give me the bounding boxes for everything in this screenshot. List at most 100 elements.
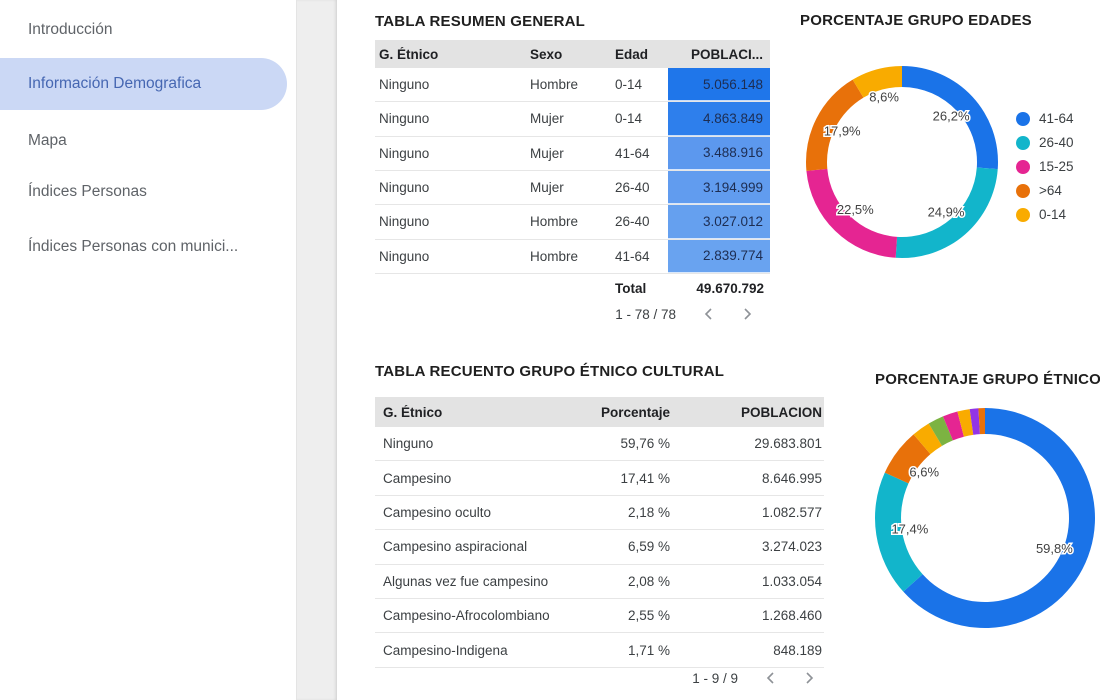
legend-dot-icon: [1016, 159, 1030, 174]
sidebar-item-informacion-demografica[interactable]: Información Demografica: [0, 58, 287, 110]
cell-etnico: Campesino-Indigena: [383, 642, 508, 658]
total-label: Total: [615, 280, 647, 296]
legend-label: 15-25: [1039, 159, 1074, 174]
cell-edad: 26-40: [615, 214, 650, 230]
legend-item-0-14[interactable]: 0-14: [1016, 207, 1074, 222]
cell-etnico: Ninguno: [379, 77, 430, 93]
slice-percentage-label: 22,5%: [837, 202, 874, 217]
cell-etnico: Ninguno: [379, 180, 430, 196]
table-row[interactable]: Campesino-Indigena 1,71 % 848.189: [375, 633, 824, 668]
sidebar-item-introduccion[interactable]: Introducción: [28, 21, 113, 38]
total-value: 49.670.792: [696, 280, 764, 296]
cell-etnico: Ninguno: [379, 111, 430, 127]
ethnic-table-body: Ninguno 59,76 % 29.683.801 Campesino 17,41 %…: [375, 427, 824, 668]
cell-poblacion-heatmap: 2.839.774: [668, 239, 770, 273]
donut-slice-ninguno[interactable]: [903, 408, 1095, 628]
donut-slice-campesino-afrocolombiano[interactable]: [913, 423, 943, 455]
sidebar-nav: Introducción Información Demografica Mapa Í…: [0, 0, 296, 700]
cell-poblacion-heatmap: 3.488.916: [668, 136, 770, 170]
table-row[interactable]: Ninguno Hombre 26-40 3.027.012: [375, 205, 770, 240]
table-row[interactable]: Campesino oculto 2,18 % 1.082.577: [375, 495, 824, 531]
cell-poblacion-heatmap: 5.056.148: [668, 68, 770, 102]
cell-porcentaje: 17,41 %: [620, 470, 670, 486]
cell-poblacion: 848.189: [773, 642, 822, 658]
column-header-etnico[interactable]: G. Étnico: [383, 404, 443, 420]
cell-sexo: Mujer: [530, 180, 564, 196]
donut-slice-26-40[interactable]: [895, 167, 998, 258]
table-row[interactable]: Ninguno Mujer 26-40 3.194.999: [375, 170, 770, 206]
slice-percentage-label: 26,2%: [933, 108, 970, 123]
cell-sexo: Mujer: [530, 145, 564, 161]
summary-table-body: Ninguno Hombre 0-14 5.056.148 Ninguno Mujer 0-…: [375, 68, 770, 274]
ages-chart-legend: 41-64 26-40 15-25 >64 0-14: [1016, 111, 1074, 222]
table-row[interactable]: Campesino aspiracional 6,59 % 3.274.023: [375, 530, 824, 565]
slice-percentage-label: 17,9%: [824, 124, 861, 139]
cell-sexo: Mujer: [530, 111, 564, 127]
table-row[interactable]: Ninguno 59,76 % 29.683.801: [375, 427, 824, 462]
table-row[interactable]: Algunas vez fue campesino 2,08 % 1.033.054: [375, 564, 824, 599]
sidebar-item-mapa[interactable]: Mapa: [28, 132, 67, 149]
cell-etnico: Campesino: [383, 470, 452, 486]
donut-slice-41-64[interactable]: [902, 66, 999, 170]
ethnic-table: G. Étnico Porcentaje POBLACION Ninguno 59…: [375, 397, 824, 668]
column-header-sexo[interactable]: Sexo: [530, 46, 563, 62]
cell-sexo: Hombre: [530, 77, 579, 93]
legend-item-15-25[interactable]: 15-25: [1016, 159, 1074, 174]
donut-slice-15-25[interactable]: [806, 168, 898, 258]
donut-slice-campesino[interactable]: [875, 472, 923, 592]
chevron-right-icon: [806, 672, 814, 684]
next-page-button[interactable]: [800, 669, 818, 687]
prev-page-button[interactable]: [700, 305, 718, 323]
legend-dot-icon: [1016, 183, 1030, 198]
donut-slice-8[interactable]: [978, 408, 985, 435]
cell-etnico: Ninguno: [383, 436, 434, 452]
donut-slice-campesino-aspiracional[interactable]: [884, 434, 931, 484]
sidebar-item-indices-personas[interactable]: Índices Personas: [28, 183, 147, 200]
slice-percentage-label: 8,6%: [869, 89, 899, 104]
page-range-label: 1 - 9 / 9: [692, 670, 738, 686]
summary-table-pagination: 1 - 78 / 78: [375, 302, 756, 326]
summary-table-total-row: Total 49.670.792: [375, 274, 770, 304]
sidebar-item-indices-personas-con-munici[interactable]: Índices Personas con munici...: [28, 238, 239, 255]
donut-slice-campesino-indigena[interactable]: [957, 409, 974, 437]
cell-etnico: Ninguno: [379, 248, 430, 264]
donut-slice-campesino-oculto[interactable]: [928, 416, 953, 446]
donut-slice-algunas-vez-fue-campesino[interactable]: [942, 411, 964, 441]
table-row[interactable]: Ninguno Hombre 41-64 2.839.774: [375, 239, 770, 274]
column-header-etnico[interactable]: G. Étnico: [379, 46, 439, 62]
donut-slice-0-14[interactable]: [852, 66, 902, 98]
cell-porcentaje: 2,08 %: [627, 573, 670, 589]
legend-item-26-40[interactable]: 26-40: [1016, 135, 1074, 150]
cell-porcentaje: 2,55 %: [627, 608, 670, 624]
page-gutter: [296, 0, 338, 700]
cell-edad: 0-14: [615, 77, 643, 93]
column-header-poblacion[interactable]: POBLACI...: [690, 46, 763, 62]
ethnic-table-title: TABLA RECUENTO GRUPO ÉTNICO CULTURAL: [375, 363, 725, 380]
cell-sexo: Hombre: [530, 214, 579, 230]
table-row[interactable]: Ninguno Mujer 0-14 4.863.849: [375, 102, 770, 137]
column-header-porcentaje[interactable]: Porcentaje: [600, 404, 670, 420]
table-row[interactable]: Ninguno Mujer 41-64 3.488.916: [375, 136, 770, 171]
table-row[interactable]: Campesino-Afrocolombiano 2,55 % 1.268.460: [375, 598, 824, 634]
cell-poblacion: 29.683.801: [754, 436, 822, 452]
column-header-edad[interactable]: Edad: [615, 46, 649, 62]
ethnic-table-header: G. Étnico Porcentaje POBLACION: [375, 397, 824, 427]
legend-item-64[interactable]: >64: [1016, 183, 1074, 198]
chevron-left-icon: [704, 308, 712, 320]
slice-percentage-label: 17,4%: [891, 522, 928, 537]
prev-page-button[interactable]: [762, 669, 780, 687]
cell-poblacion: 8.646.995: [761, 470, 822, 486]
table-row[interactable]: Campesino 17,41 % 8.646.995: [375, 461, 824, 496]
legend-label: 41-64: [1039, 111, 1074, 126]
cell-poblacion: 3.274.023: [761, 539, 822, 555]
cell-etnico: Ninguno: [379, 214, 430, 230]
legend-item-41-64[interactable]: 41-64: [1016, 111, 1074, 126]
summary-table: G. Étnico Sexo Edad POBLACI... Ninguno Ho…: [375, 40, 770, 304]
donut-slice-7[interactable]: [969, 408, 980, 435]
next-page-button[interactable]: [738, 305, 756, 323]
table-row[interactable]: Ninguno Hombre 0-14 5.056.148: [375, 68, 770, 103]
legend-dot-icon: [1016, 111, 1030, 126]
chevron-left-icon: [766, 672, 774, 684]
column-header-poblacion[interactable]: POBLACION: [741, 404, 822, 420]
donut-slice-64[interactable]: [805, 79, 864, 171]
